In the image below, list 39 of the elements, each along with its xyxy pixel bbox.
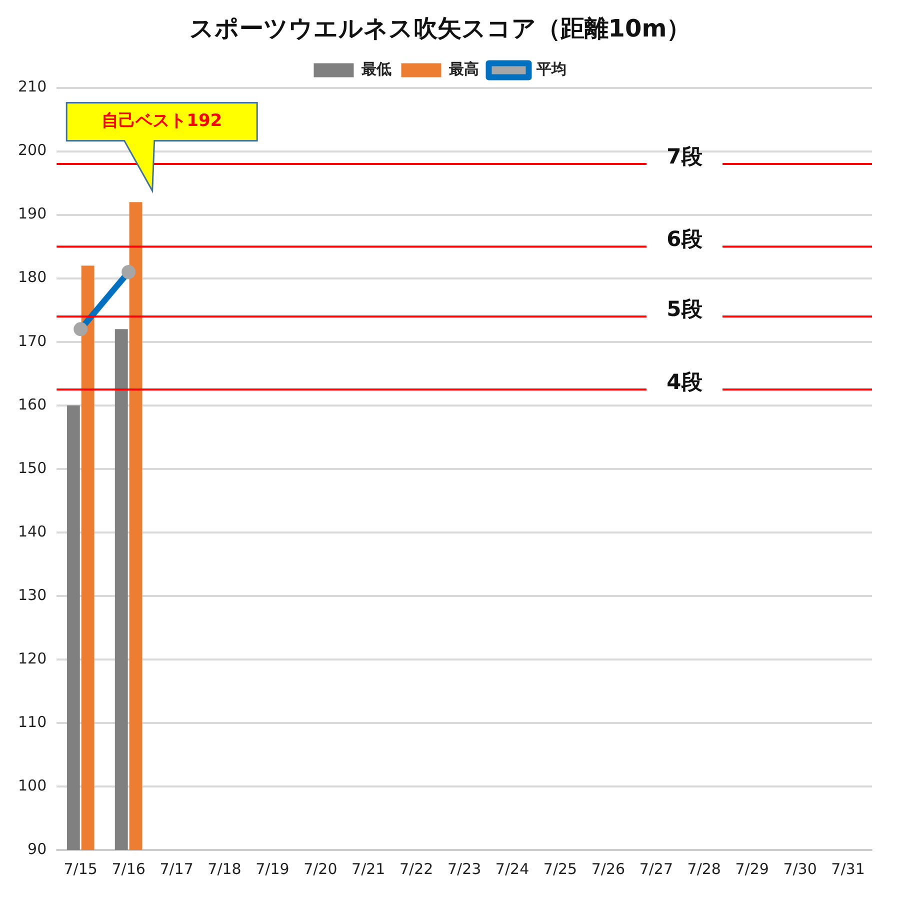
x-tick-label: 7/25 [543,860,578,878]
y-tick-label: 120 [18,649,47,668]
y-tick-label: 170 [18,332,47,350]
x-tick-label: 7/15 [64,860,98,878]
ref-line-label: 7段 [666,144,704,168]
ref-line-label: 6段 [666,227,704,252]
x-tick-label: 7/18 [208,860,242,878]
x-tick-label: 7/17 [160,860,194,878]
x-tick-label: 7/23 [447,860,482,878]
x-tick-label: 7/28 [687,860,721,878]
legend-label: 最低 [360,60,392,78]
y-tick-label: 150 [18,458,47,477]
x-tick-label: 7/20 [304,860,338,878]
ref-line-label: 5段 [666,296,704,321]
y-tick-label: 100 [18,776,47,794]
y-tick-label: 210 [18,78,47,96]
y-tick-label: 190 [18,204,47,223]
chart-title: スポーツウエルネス吹矢スコア（距離10m） [189,14,691,43]
x-tick-label: 7/30 [783,860,817,878]
x-tick-label: 7/31 [831,860,865,878]
legend-label: 平均 [535,60,566,78]
y-tick-label: 110 [18,712,47,731]
legend-label: 最高 [448,60,479,78]
x-tick-label: 7/22 [400,860,434,878]
y-tick-label: 200 [18,141,47,160]
y-tick-label: 90 [28,840,47,858]
x-tick-label: 7/27 [639,860,674,878]
ref-line-label: 4段 [666,370,704,394]
annotation: 自己ベスト192 [102,111,222,132]
y-tick-label: 130 [18,586,47,604]
x-tick-label: 7/16 [112,860,146,878]
y-tick-label: 160 [18,395,47,414]
y-tick-label: 140 [18,522,47,540]
x-tick-label: 7/26 [591,860,626,878]
x-tick-label: 7/29 [735,860,769,878]
x-tick-label: 7/19 [256,860,290,878]
y-tick-label: 180 [18,268,47,286]
x-tick-label: 7/21 [352,860,386,878]
x-tick-label: 7/24 [495,860,530,878]
